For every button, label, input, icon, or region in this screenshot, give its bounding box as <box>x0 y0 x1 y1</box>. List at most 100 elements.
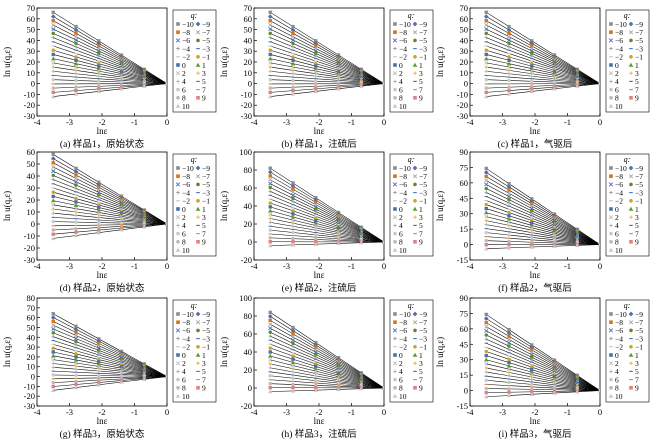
plot-area <box>267 166 384 248</box>
data-point <box>507 85 511 89</box>
x-tick-label: -4 <box>250 117 258 127</box>
x-tick-label: -4 <box>33 407 41 417</box>
x-tick-label: -2 <box>531 261 538 271</box>
fit-line <box>486 351 600 391</box>
plot-area <box>267 310 384 394</box>
data-point <box>336 235 341 239</box>
data-point <box>359 240 364 245</box>
data-point <box>97 205 101 210</box>
data-point <box>413 361 417 365</box>
data-point <box>291 376 295 380</box>
y-tick-label: 30 <box>244 46 253 56</box>
fit-line <box>270 324 384 389</box>
x-tick-label: 0 <box>382 117 386 127</box>
data-point <box>597 388 600 393</box>
panel-caption: (b) 样品1，注硫后 <box>281 138 357 150</box>
data-point <box>529 244 534 249</box>
data-point <box>74 355 78 359</box>
data-point <box>51 169 56 174</box>
data-point <box>393 79 397 84</box>
legend-label: 7 <box>635 229 639 238</box>
data-point <box>530 44 534 48</box>
fit-line <box>486 330 600 391</box>
fit-line <box>486 216 600 245</box>
fit-line <box>270 339 384 389</box>
data-point <box>608 247 614 252</box>
data-point <box>484 242 488 247</box>
legend-box <box>605 299 650 403</box>
data-point <box>507 226 511 231</box>
data-point <box>506 61 512 66</box>
data-point <box>74 45 78 49</box>
data-point <box>74 173 78 177</box>
fit-line <box>270 327 384 389</box>
data-point <box>529 372 534 377</box>
legend: q:−10 −9−8 −7−6 −5−4 −3−2 −10 12 34 56 78 910 <box>389 9 434 113</box>
data-point <box>530 79 534 83</box>
legend-label: −4 <box>615 44 623 53</box>
data-point <box>530 377 534 382</box>
data-point <box>484 48 488 52</box>
data-point <box>176 312 180 316</box>
y-tick-label: 45 <box>460 339 469 349</box>
data-point <box>291 31 295 36</box>
legend-label: 4 <box>182 367 186 376</box>
legend-label: −4 <box>182 334 190 343</box>
fit-line <box>486 375 600 391</box>
legend-label: −5 <box>202 326 210 335</box>
legend-box <box>172 153 217 257</box>
panel-caption: (f) 样品2，气驱后 <box>498 282 572 294</box>
data-point <box>291 199 295 204</box>
fit-line <box>270 237 384 243</box>
data-point <box>484 238 488 243</box>
fit-line <box>486 314 600 391</box>
data-point <box>176 63 180 67</box>
data-point <box>175 361 181 366</box>
data-point <box>291 41 295 46</box>
data-point <box>175 328 181 333</box>
x-axis-label: lnε <box>530 416 541 426</box>
data-point <box>506 245 512 250</box>
fit-line <box>486 208 600 245</box>
fit-line <box>270 202 384 243</box>
data-point <box>484 202 488 207</box>
data-point <box>314 64 318 68</box>
x-tick-label: -2 <box>98 261 105 271</box>
fit-line <box>270 379 384 389</box>
legend-label: −9 <box>635 20 643 29</box>
data-point <box>195 206 201 211</box>
data-point <box>73 176 79 181</box>
data-point <box>506 27 512 33</box>
fit-line <box>53 183 167 225</box>
data-point <box>336 213 341 218</box>
y-tick-label: -20 <box>457 100 468 110</box>
data-point <box>530 51 534 56</box>
legend-label: −7 <box>419 172 427 181</box>
data-point <box>119 80 124 84</box>
data-point <box>575 83 580 88</box>
legend-label: 2 <box>182 359 186 368</box>
y-tick-label: -30 <box>24 111 35 121</box>
data-point <box>507 88 511 93</box>
fit-line <box>270 359 384 389</box>
data-point <box>530 87 534 91</box>
y-tick-label: 40 <box>460 35 469 45</box>
data-point <box>484 190 488 195</box>
data-point <box>530 230 534 235</box>
fit-line <box>270 225 384 243</box>
legend-label: 0 <box>182 351 186 360</box>
fit-line <box>53 54 167 84</box>
data-point <box>176 223 180 228</box>
data-point <box>608 182 614 187</box>
fit-line <box>486 244 600 249</box>
fit-line <box>486 236 600 245</box>
data-point <box>164 221 167 226</box>
x-tick-label: -1 <box>564 407 571 417</box>
y-tick-label: -20 <box>24 100 35 110</box>
data-point <box>484 222 488 227</box>
data-point <box>97 341 101 346</box>
fit-line <box>53 83 167 93</box>
fit-line <box>486 200 600 245</box>
data-point <box>575 69 579 73</box>
